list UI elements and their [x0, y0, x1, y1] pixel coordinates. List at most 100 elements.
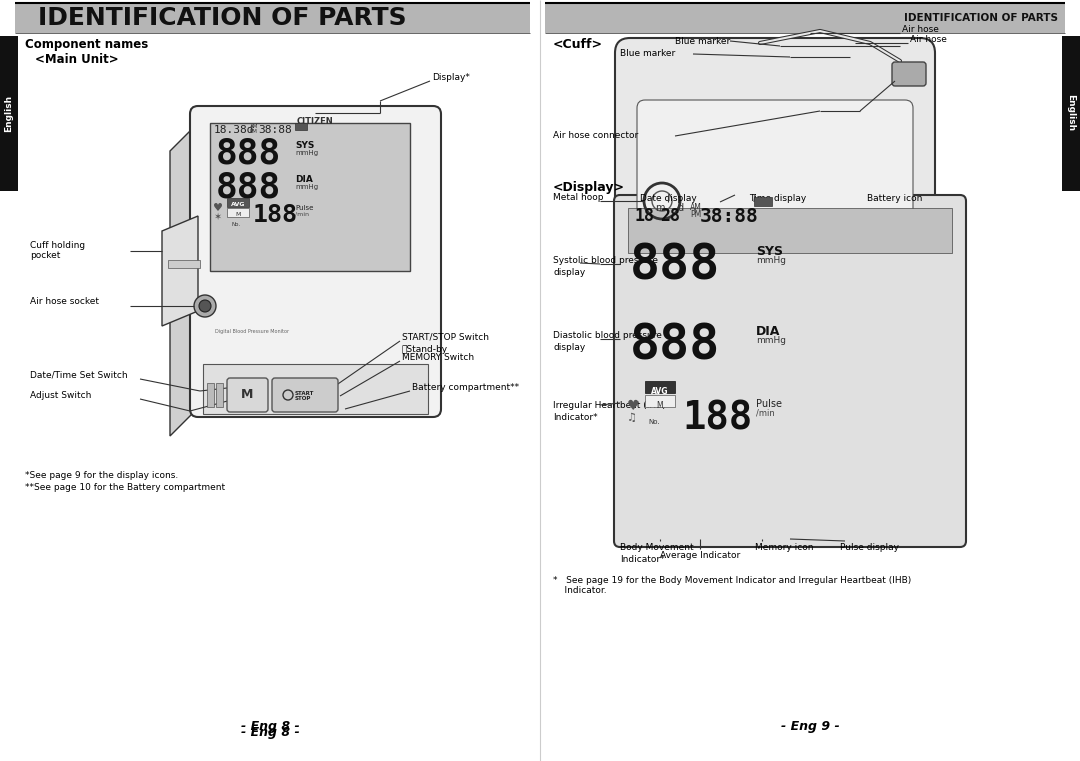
Text: ⓘStand-by: ⓘStand-by — [402, 345, 448, 354]
Text: START/STOP Switch: START/STOP Switch — [402, 333, 489, 342]
Bar — [216, 383, 222, 407]
Text: Air hose: Air hose — [902, 26, 939, 34]
Text: STOP: STOP — [295, 396, 311, 402]
Text: Adjust Switch: Adjust Switch — [30, 390, 92, 400]
Text: display: display — [553, 268, 585, 277]
Text: Systolic blood pressure: Systolic blood pressure — [553, 256, 658, 265]
Text: DIA: DIA — [295, 175, 313, 184]
Text: Digital Blood Pressure Monitor: Digital Blood Pressure Monitor — [215, 329, 289, 334]
Text: Time display: Time display — [750, 194, 807, 203]
Text: m: m — [654, 203, 664, 213]
Bar — [168, 260, 200, 268]
FancyBboxPatch shape — [637, 100, 913, 221]
Circle shape — [199, 300, 211, 312]
Text: SYS: SYS — [295, 141, 314, 150]
Bar — [210, 123, 410, 271]
Text: Metal hoop: Metal hoop — [553, 193, 604, 202]
Bar — [0, 36, 18, 191]
Text: Air hose: Air hose — [910, 36, 947, 44]
Bar — [227, 198, 249, 207]
Text: Date/Time Set Switch: Date/Time Set Switch — [30, 371, 127, 380]
Text: English: English — [4, 94, 13, 132]
Text: Battery icon: Battery icon — [867, 194, 922, 203]
Text: /min: /min — [756, 409, 774, 418]
Text: <Main Unit>: <Main Unit> — [35, 53, 119, 66]
Text: Indicator*: Indicator* — [620, 555, 664, 564]
Bar — [645, 395, 675, 407]
Text: Pulse display: Pulse display — [840, 543, 899, 552]
Text: SYS: SYS — [756, 245, 783, 258]
Bar — [203, 364, 428, 414]
Text: - Eng 8 -: - Eng 8 - — [241, 726, 299, 739]
Text: **See page 10 for the Battery compartment: **See page 10 for the Battery compartmen… — [25, 483, 225, 492]
Text: Air hose connector: Air hose connector — [553, 132, 638, 141]
Text: Body Movement: Body Movement — [620, 543, 693, 552]
Text: PM: PM — [249, 129, 258, 134]
Text: *See page 9 for the display icons.: *See page 9 for the display icons. — [25, 471, 178, 480]
Text: START: START — [295, 391, 314, 396]
Text: DIA: DIA — [756, 325, 781, 338]
Text: Blue marker: Blue marker — [675, 37, 730, 46]
Text: Component names: Component names — [25, 38, 148, 51]
Text: d: d — [678, 203, 684, 213]
Text: Pulse: Pulse — [756, 399, 782, 409]
Text: Memory icon: Memory icon — [755, 543, 813, 552]
Text: 188: 188 — [681, 399, 752, 437]
Text: Irregular Heartbeat (IHB): Irregular Heartbeat (IHB) — [553, 401, 665, 410]
Text: 38:88: 38:88 — [258, 125, 292, 135]
Text: Blue marker: Blue marker — [620, 49, 675, 59]
Text: mmHg: mmHg — [756, 336, 786, 345]
Text: ♫: ♫ — [627, 413, 637, 423]
Text: Pulse: Pulse — [295, 205, 313, 211]
Bar — [15, 3, 530, 33]
Text: display: display — [553, 343, 585, 352]
Bar — [1062, 36, 1080, 191]
Text: Average Indicator: Average Indicator — [660, 551, 740, 560]
Text: /min: /min — [295, 212, 309, 217]
Text: IDENTIFICATION OF PARTS: IDENTIFICATION OF PARTS — [38, 6, 407, 30]
Bar — [627, 208, 951, 253]
Text: Date display: Date display — [639, 194, 697, 203]
Text: - Eng 9 -: - Eng 9 - — [781, 720, 839, 733]
Text: 18.38d: 18.38d — [214, 125, 255, 135]
Text: Diastolic blood pressure: Diastolic blood pressure — [553, 331, 662, 340]
Text: Display*: Display* — [432, 74, 470, 82]
Text: <Display>: <Display> — [553, 181, 625, 194]
Polygon shape — [170, 121, 200, 436]
Text: 38:88: 38:88 — [700, 207, 759, 226]
Text: CITIZEN: CITIZEN — [297, 117, 334, 126]
Text: No.: No. — [232, 222, 241, 227]
FancyBboxPatch shape — [227, 378, 268, 412]
Text: pocket: pocket — [30, 250, 60, 260]
Text: 888: 888 — [630, 321, 720, 369]
Bar — [754, 197, 772, 206]
Text: Cuff holding: Cuff holding — [30, 240, 85, 250]
Text: ✶: ✶ — [213, 212, 221, 222]
Text: English: English — [1067, 94, 1076, 132]
Bar — [227, 208, 249, 217]
Text: No.: No. — [648, 419, 660, 425]
Text: 888: 888 — [216, 171, 281, 205]
Bar — [545, 3, 1065, 33]
Text: <Cuff>: <Cuff> — [553, 38, 603, 51]
Text: ♥: ♥ — [627, 399, 639, 413]
Text: - Eng 8 -: - Eng 8 - — [241, 720, 299, 733]
Text: ♥: ♥ — [213, 203, 222, 213]
Bar — [645, 381, 675, 393]
Circle shape — [194, 295, 216, 317]
Text: Air hose socket: Air hose socket — [30, 298, 99, 307]
Text: AVG: AVG — [231, 202, 245, 207]
Bar — [207, 383, 214, 407]
Text: Indicator*: Indicator* — [553, 413, 597, 422]
Bar — [295, 123, 307, 130]
FancyBboxPatch shape — [892, 62, 926, 86]
FancyBboxPatch shape — [615, 38, 935, 238]
Text: 888: 888 — [216, 137, 281, 171]
Text: 18: 18 — [635, 207, 654, 225]
Text: mmHg: mmHg — [756, 256, 786, 265]
Text: AVG: AVG — [651, 387, 669, 396]
FancyBboxPatch shape — [615, 195, 966, 547]
FancyBboxPatch shape — [272, 378, 338, 412]
Text: 888: 888 — [630, 241, 720, 289]
Text: 28: 28 — [660, 207, 680, 225]
